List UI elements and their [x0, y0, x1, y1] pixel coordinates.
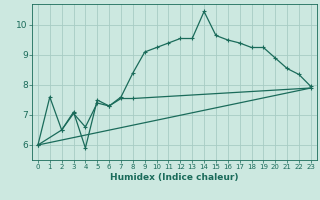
- X-axis label: Humidex (Indice chaleur): Humidex (Indice chaleur): [110, 173, 239, 182]
